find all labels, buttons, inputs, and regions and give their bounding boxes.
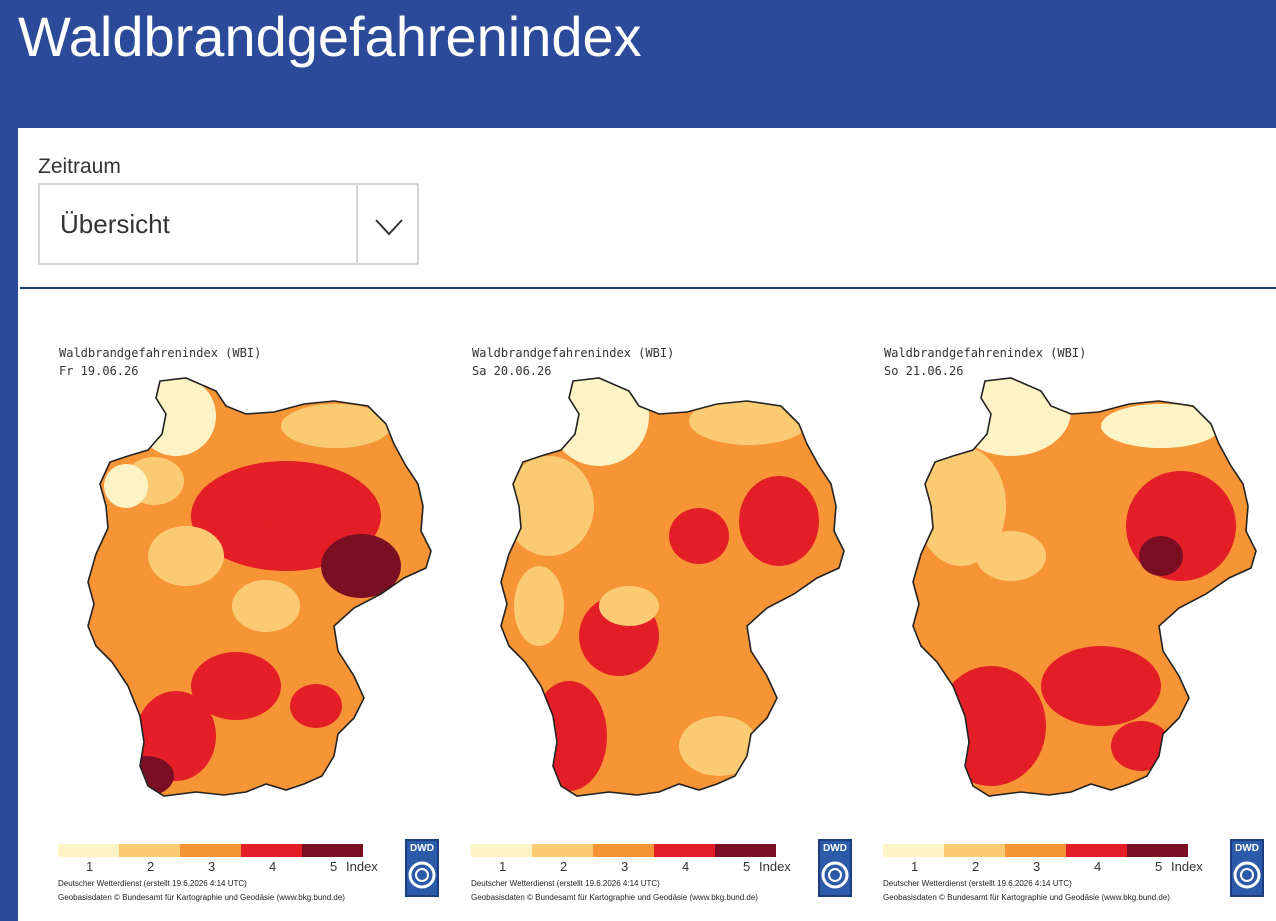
legend-tick-2: 2 (972, 859, 980, 874)
germany-map-2 (449, 306, 854, 836)
legend-tick-3: 3 (208, 859, 216, 874)
legend-tick-4: 4 (1094, 859, 1102, 874)
map-heading: Waldbrandgefahrenindex (WBI) (472, 346, 675, 360)
legend-swatch-4 (654, 844, 715, 857)
germany-map-3 (861, 306, 1266, 836)
map-card-2: Waldbrandgefahrenindex (WBI) Sa 20.06.26… (449, 306, 854, 921)
legend-tick-4: 4 (269, 859, 277, 874)
map-credit-1: Deutscher Wetterdienst (erstellt 19.6.20… (58, 879, 247, 888)
period-select-value: Übersicht (60, 209, 170, 239)
legend-swatch-2 (119, 844, 180, 857)
legend-tick-5: 5 (330, 859, 338, 874)
legend-swatch-5 (715, 844, 776, 857)
legend-unit: Index (1171, 859, 1203, 874)
swirl-icon (408, 861, 436, 889)
legend-bar (58, 844, 363, 857)
legend-bar (883, 844, 1188, 857)
period-label: Zeitraum (38, 155, 121, 178)
dwd-logo: DWD (818, 839, 852, 897)
legend-unit: Index (759, 859, 791, 874)
legend-swatch-2 (532, 844, 593, 857)
legend-tick-2: 2 (147, 859, 155, 874)
map-credit-1: Deutscher Wetterdienst (erstellt 19.6.20… (471, 879, 660, 888)
map-date: Fr 19.06.26 (59, 364, 139, 378)
chevron-down-icon (375, 219, 403, 236)
legend-swatch-3 (180, 844, 241, 857)
header-bar: Waldbrandgefahrenindex (0, 0, 1276, 128)
legend-swatch-1 (58, 844, 119, 857)
map-heading: Waldbrandgefahrenindex (WBI) (884, 346, 1087, 360)
dwd-logo-text: DWD (823, 843, 847, 854)
legend-swatch-3 (1005, 844, 1066, 857)
dwd-logo-text: DWD (1235, 843, 1259, 854)
legend-tick-2: 2 (560, 859, 568, 874)
legend-swatch-1 (471, 844, 532, 857)
dwd-logo: DWD (405, 839, 439, 897)
map-credit-2: Geobasisdaten © Bundesamt für Kartograph… (471, 893, 758, 902)
legend-swatch-5 (302, 844, 363, 857)
dwd-logo-text: DWD (410, 843, 434, 854)
legend-swatch-1 (883, 844, 944, 857)
germany-map-1 (36, 306, 441, 836)
map-heading: Waldbrandgefahrenindex (WBI) (59, 346, 262, 360)
map-credit-2: Geobasisdaten © Bundesamt für Kartograph… (883, 893, 1170, 902)
legend-tick-3: 3 (1033, 859, 1041, 874)
legend-swatch-3 (593, 844, 654, 857)
legend-tick-5: 5 (1155, 859, 1163, 874)
legend-bar (471, 844, 776, 857)
divider (20, 287, 1276, 289)
legend-tick-4: 4 (682, 859, 690, 874)
swirl-icon (821, 861, 849, 889)
content-panel: Zeitraum Übersicht (18, 128, 1276, 921)
map-credit-2: Geobasisdaten © Bundesamt für Kartograph… (58, 893, 345, 902)
legend-tick-1: 1 (499, 859, 507, 874)
legend-swatch-4 (1066, 844, 1127, 857)
legend-tick-1: 1 (911, 859, 919, 874)
page-title: Waldbrandgefahrenindex (18, 5, 642, 68)
legend-swatch-2 (944, 844, 1005, 857)
map-card-1: Waldbrandgefahrenindex (WBI) Fr 19.06.26… (36, 306, 441, 921)
legend-unit: Index (346, 859, 378, 874)
legend-tick-5: 5 (743, 859, 751, 874)
period-select[interactable]: Übersicht (38, 183, 419, 265)
map-date: Sa 20.06.26 (472, 364, 552, 378)
legend-ticks: 1 2 3 4 5 Index (58, 859, 388, 875)
dwd-logo: DWD (1230, 839, 1264, 897)
legend-tick-1: 1 (86, 859, 94, 874)
legend-swatch-5 (1127, 844, 1188, 857)
map-card-3: Waldbrandgefahrenindex (WBI) So 21.06.26… (861, 306, 1266, 921)
map-credit-1: Deutscher Wetterdienst (erstellt 19.6.20… (883, 879, 1072, 888)
map-date: So 21.06.26 (884, 364, 964, 378)
legend-ticks: 1 2 3 4 5 Index (883, 859, 1213, 875)
legend-swatch-4 (241, 844, 302, 857)
legend-ticks: 1 2 3 4 5 Index (471, 859, 801, 875)
legend-tick-3: 3 (621, 859, 629, 874)
period-select-toggle[interactable] (356, 185, 417, 263)
swirl-icon (1233, 861, 1261, 889)
